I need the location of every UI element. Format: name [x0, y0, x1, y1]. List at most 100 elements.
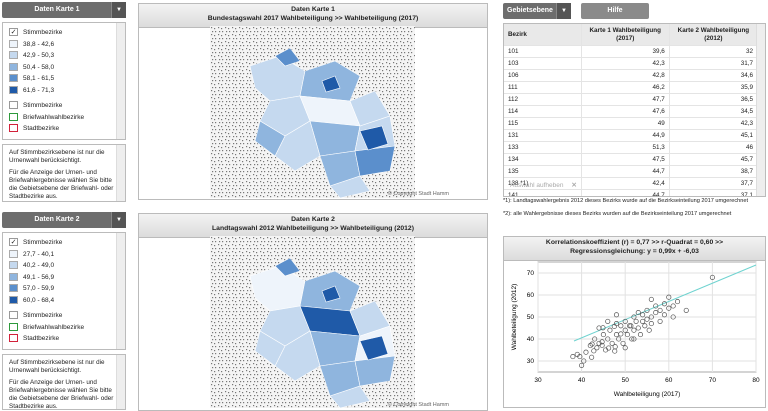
- point[interactable]: [644, 316, 650, 322]
- point[interactable]: [683, 307, 689, 313]
- point[interactable]: [589, 341, 595, 347]
- district[interactable]: [329, 385, 371, 408]
- point[interactable]: [709, 274, 715, 280]
- point[interactable]: [592, 336, 598, 342]
- map-dropdown[interactable]: Daten Karte 2 ▼: [2, 212, 126, 228]
- point[interactable]: [635, 325, 641, 331]
- district[interactable]: [359, 125, 389, 151]
- scrollbar[interactable]: [116, 23, 125, 139]
- point[interactable]: [620, 340, 626, 346]
- district[interactable]: [254, 330, 286, 367]
- point[interactable]: [591, 348, 597, 354]
- point[interactable]: [648, 296, 654, 302]
- table-row[interactable]: 135 44,7 38,7: [504, 165, 759, 178]
- table-row[interactable]: 141 44,7 37,1: [504, 189, 759, 196]
- point[interactable]: [596, 325, 602, 331]
- point[interactable]: [648, 314, 654, 320]
- point[interactable]: [589, 354, 595, 360]
- point[interactable]: [627, 323, 633, 329]
- point[interactable]: [670, 314, 676, 320]
- scrollbar[interactable]: [116, 145, 125, 201]
- point[interactable]: [606, 345, 612, 351]
- point[interactable]: [613, 312, 620, 318]
- point[interactable]: [653, 310, 659, 316]
- table-row[interactable]: 134 47,5 45,7: [504, 153, 759, 166]
- help-button[interactable]: Hilfe: [581, 3, 649, 19]
- point[interactable]: [587, 343, 593, 349]
- point[interactable]: [600, 325, 606, 331]
- table-row[interactable]: 112 47,7 36,5: [504, 93, 759, 106]
- point[interactable]: [609, 340, 615, 346]
- table-row[interactable]: 133 51,3 46: [504, 141, 759, 154]
- point[interactable]: [577, 354, 583, 360]
- point[interactable]: [628, 323, 634, 329]
- table-row[interactable]: 111 46,2 35,9: [504, 81, 759, 94]
- district[interactable]: [354, 145, 396, 177]
- point[interactable]: [618, 323, 624, 329]
- area-dropdown[interactable]: Gebietsebene ▼: [503, 3, 571, 19]
- point[interactable]: [605, 336, 611, 342]
- point[interactable]: [637, 332, 644, 338]
- table-row[interactable]: 138 *1) 42,4 37,7: [504, 177, 759, 190]
- point[interactable]: [633, 318, 639, 324]
- point[interactable]: [646, 327, 652, 333]
- clear-selection[interactable]: Auswahl aufheben ✕: [510, 181, 577, 189]
- point[interactable]: [624, 332, 630, 338]
- point[interactable]: [594, 345, 600, 351]
- layer-toggle[interactable]: Stimmbezirke: [9, 100, 62, 111]
- scrollbar[interactable]: [116, 355, 125, 409]
- table-row[interactable]: 115 49 42,3: [504, 117, 759, 130]
- point[interactable]: [607, 327, 613, 333]
- scrollbar[interactable]: [756, 24, 765, 196]
- point[interactable]: [657, 318, 663, 324]
- point[interactable]: [599, 342, 605, 348]
- table-row[interactable]: 106 42,8 34,6: [504, 69, 759, 82]
- district[interactable]: [359, 335, 389, 361]
- column-header[interactable]: Karte 2 Wahlbeteiligung (2012): [669, 24, 759, 46]
- layer-toggle[interactable]: Briefwahlwahlbezirke: [9, 322, 84, 333]
- column-header[interactable]: Karte 1 Wahlbeteiligung (2017): [581, 24, 670, 46]
- point[interactable]: [629, 336, 635, 342]
- scrollbar[interactable]: [116, 233, 125, 349]
- layer-toggle[interactable]: Stimmbezirke: [9, 310, 62, 321]
- table-row[interactable]: 103 42,3 31,7: [504, 57, 759, 70]
- map-dropdown[interactable]: Daten Karte 1 ▼: [2, 2, 126, 18]
- district[interactable]: [274, 47, 301, 67]
- point[interactable]: [599, 339, 605, 345]
- point[interactable]: [644, 307, 650, 313]
- point[interactable]: [635, 310, 641, 316]
- point[interactable]: [622, 318, 628, 324]
- point[interactable]: [666, 305, 672, 311]
- point[interactable]: [583, 349, 589, 355]
- point[interactable]: [670, 303, 676, 309]
- table-row[interactable]: 101 39,6 32: [504, 45, 759, 58]
- district[interactable]: [321, 285, 341, 303]
- district[interactable]: [354, 355, 396, 387]
- layer-toggle[interactable]: Briefwahlwahlbezirke: [9, 112, 84, 123]
- point[interactable]: [613, 321, 620, 327]
- point[interactable]: [674, 299, 681, 305]
- column-header[interactable]: Bezirk: [504, 24, 582, 46]
- district[interactable]: [274, 257, 301, 277]
- point[interactable]: [631, 327, 637, 333]
- point[interactable]: [653, 303, 659, 309]
- point[interactable]: [622, 345, 628, 351]
- point[interactable]: [581, 358, 587, 364]
- point[interactable]: [661, 312, 667, 318]
- point[interactable]: [622, 327, 628, 333]
- point[interactable]: [640, 318, 646, 324]
- point[interactable]: [631, 336, 637, 342]
- layer-toggle[interactable]: Stadtbezirke: [9, 333, 59, 344]
- point[interactable]: [605, 318, 611, 324]
- point[interactable]: [642, 323, 648, 329]
- point[interactable]: [666, 294, 672, 300]
- table-row[interactable]: 131 44,9 45,1: [504, 129, 759, 142]
- point[interactable]: [616, 336, 622, 342]
- district[interactable]: [329, 175, 371, 198]
- point[interactable]: [579, 362, 585, 368]
- point[interactable]: [631, 314, 637, 320]
- point[interactable]: [648, 321, 654, 327]
- point[interactable]: [640, 312, 646, 318]
- layer-toggle[interactable]: Stadtbezirke: [9, 123, 59, 134]
- point[interactable]: [570, 354, 576, 360]
